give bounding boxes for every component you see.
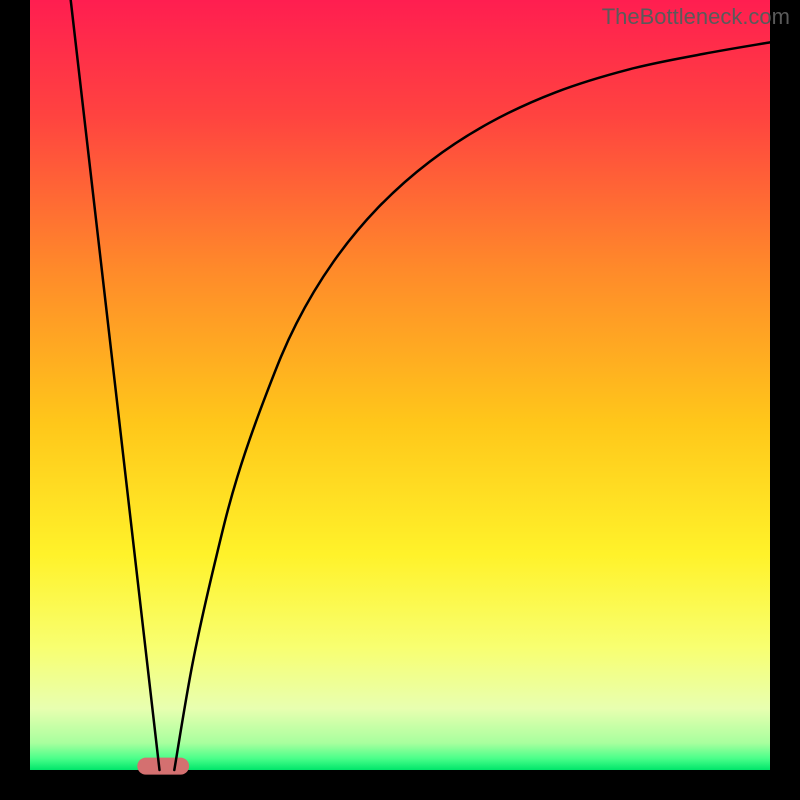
optimum-marker xyxy=(137,758,189,775)
chart-container: TheBottleneck.com xyxy=(0,0,800,800)
bottleneck-chart xyxy=(0,0,800,800)
watermark-text: TheBottleneck.com xyxy=(602,4,790,30)
plot-background xyxy=(30,0,770,770)
